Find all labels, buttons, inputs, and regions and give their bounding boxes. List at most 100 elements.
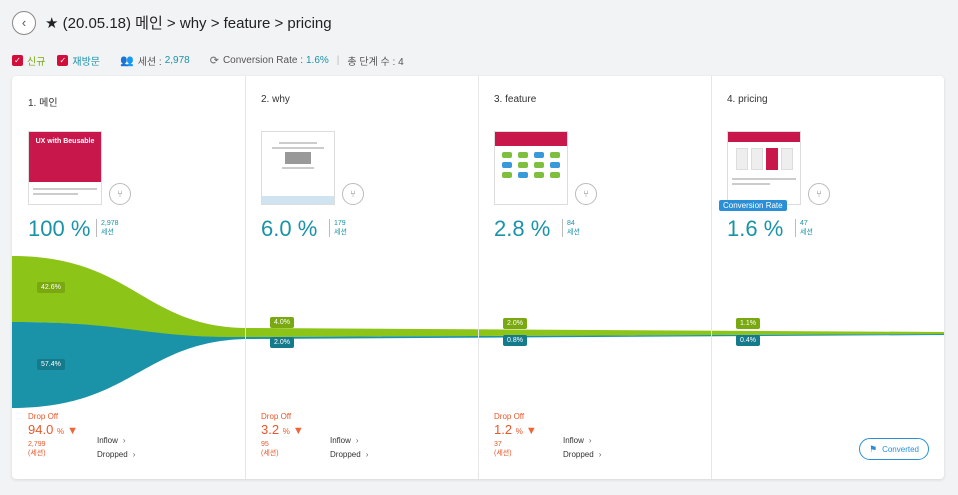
drop-unit: %	[56, 427, 65, 436]
drop-count-unit: (세션)	[28, 450, 46, 457]
back-button[interactable]: ‹	[12, 10, 36, 35]
chevron-right-icon: ›	[588, 436, 592, 445]
chevron-right-icon: ›	[355, 436, 359, 445]
step-sessions: 84 세션	[562, 219, 580, 237]
filter-bar: ✓ 신규 ✓ 재방문 👥 세션 : 2,978 ⟳ Conversion Rat…	[12, 52, 404, 68]
flow-badge-return-3: 0.8%	[503, 335, 527, 346]
page-thumbnail[interactable]	[261, 131, 335, 205]
session-value: 2,978	[164, 54, 190, 66]
step-percent: 2.8 %	[494, 216, 551, 241]
step-percent: 100 %	[28, 216, 91, 241]
drop-count: 37	[494, 441, 502, 448]
flow-badge-new-1: 42.6%	[37, 282, 65, 293]
checkbox-return[interactable]: ✓	[57, 54, 69, 66]
sessions-unit: 세션	[101, 229, 114, 236]
chevron-right-icon: ›	[122, 436, 126, 445]
dropped-label: Dropped	[97, 450, 128, 459]
users-icon: 👥	[120, 54, 134, 67]
drop-unit: %	[515, 427, 523, 436]
inflow-label: Inflow	[330, 436, 351, 445]
column-divider	[245, 76, 246, 479]
drop-off-percent: 94.0 % ▼	[28, 422, 78, 437]
step-sessions: 179 세션	[329, 219, 347, 237]
step-title: 3. feature	[494, 94, 537, 105]
inflow-link[interactable]: Inflow ›	[97, 436, 126, 445]
sessions-count: 2,978	[101, 220, 119, 227]
drop-value: 1.2	[494, 422, 513, 437]
drop-off-label: Drop Off	[261, 412, 292, 421]
drop-count: 2,799	[28, 441, 46, 448]
step-percent: 1.6 %	[727, 216, 784, 241]
flag-icon: ⚑	[869, 443, 878, 454]
page-thumbnail[interactable]: UX with Beusable	[28, 131, 102, 205]
drop-value: 94.0	[28, 422, 54, 437]
dropped-link[interactable]: Dropped ›	[330, 450, 368, 459]
drop-off-label: Drop Off	[494, 412, 525, 421]
funnel-step-3: 3. feature ⑂ 2.8 % 84 세션 Drop Off 1.2 % ▼…	[478, 76, 711, 479]
funnel-step-4: 4. pricing Conversion Rate ⑂ 1.6 % 47 세션	[711, 76, 944, 479]
conv-value: 1.6%	[305, 54, 329, 66]
sessions-count: 47	[800, 220, 808, 227]
share-icon[interactable]: ⑂	[808, 183, 830, 205]
funnel-step-1: 1. 메인 UX with Beusable ⑂ 100 % 2,978 세션 …	[12, 76, 245, 479]
session-label: 세션 :	[137, 56, 162, 68]
flow-badge-new-3: 2.0%	[503, 318, 527, 329]
dropped-label: Dropped	[563, 450, 594, 459]
inflow-link[interactable]: Inflow ›	[563, 436, 592, 445]
chevron-right-icon: ›	[598, 450, 602, 459]
checkbox-new[interactable]: ✓	[12, 54, 23, 66]
divider: |	[336, 54, 340, 66]
step-title: 2. why	[261, 94, 290, 105]
drop-count-unit: (세션)	[261, 450, 279, 457]
step-percent: 6.0 %	[261, 216, 318, 241]
chevron-right-icon: ›	[132, 450, 136, 459]
down-arrow-icon: ▼	[292, 425, 304, 437]
conversion-rate-badge: Conversion Rate	[719, 200, 787, 211]
thumbnail-hero: UX with Beusable	[29, 132, 101, 182]
inflow-label: Inflow	[563, 436, 584, 445]
sessions-unit: 세션	[800, 229, 813, 236]
dropped-link[interactable]: Dropped ›	[97, 450, 135, 459]
step-title: 1. 메인	[28, 98, 58, 109]
drop-value: 3.2	[261, 422, 280, 437]
page-title: ★ (20.05.18) 메인 > why > feature > pricin…	[45, 15, 332, 32]
share-icon[interactable]: ⑂	[109, 183, 131, 205]
flow-badge-new-4: 1.1%	[736, 318, 760, 329]
funnel-card: 1. 메인 UX with Beusable ⑂ 100 % 2,978 세션 …	[12, 76, 944, 479]
drop-off-count: 2,799 (세션)	[28, 440, 46, 458]
drop-off-percent: 3.2 % ▼	[261, 422, 304, 437]
dropped-label: Dropped	[330, 450, 361, 459]
share-icon[interactable]: ⑂	[342, 183, 364, 205]
drop-count-unit: (세션)	[494, 450, 512, 457]
dropped-link[interactable]: Dropped ›	[563, 450, 601, 459]
drop-off-count: 95 (세션)	[261, 440, 279, 458]
chevron-left-icon: ‹	[21, 15, 27, 30]
page-thumbnail[interactable]	[494, 131, 568, 205]
drop-unit: %	[282, 427, 290, 436]
flow-badge-new-2: 4.0%	[270, 317, 294, 328]
inflow-label: Inflow	[97, 436, 118, 445]
inflow-link[interactable]: Inflow ›	[330, 436, 359, 445]
steps-label: 총 단계 수 : 4	[347, 56, 404, 68]
sessions-count: 179	[334, 220, 346, 227]
share-icon[interactable]: ⑂	[575, 183, 597, 205]
drop-off-label: Drop Off	[28, 412, 59, 421]
chevron-right-icon: ›	[365, 450, 369, 459]
step-sessions: 2,978 세션	[96, 219, 119, 237]
drop-count: 95	[261, 441, 269, 448]
drop-off-count: 37 (세션)	[494, 440, 512, 458]
page-thumbnail[interactable]	[727, 131, 801, 205]
conv-label: Conversion Rate :	[222, 54, 303, 66]
flow-badge-return-4: 0.4%	[736, 335, 760, 346]
step-title: 4. pricing	[727, 94, 768, 105]
label-return: 재방문	[72, 56, 101, 68]
down-arrow-icon: ▼	[525, 425, 537, 437]
refresh-icon: ⟳	[209, 54, 219, 67]
sessions-count: 84	[567, 220, 575, 227]
flow-badge-return-1: 57.4%	[37, 359, 65, 370]
column-divider	[711, 76, 712, 479]
sessions-unit: 세션	[334, 229, 347, 236]
converted-button[interactable]: ⚑ Converted	[859, 438, 929, 460]
step-sessions: 47 세션	[795, 219, 813, 237]
converted-label: Converted	[882, 444, 919, 454]
